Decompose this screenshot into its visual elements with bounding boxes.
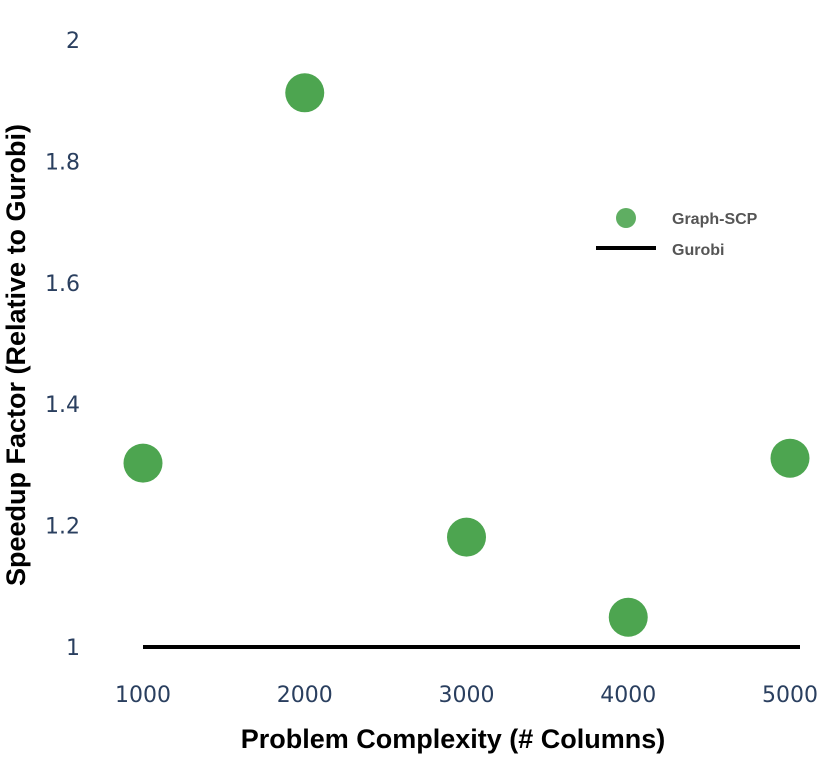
graph-scp-point [285, 73, 325, 113]
x-tick-label: 4000 [600, 683, 656, 708]
y-axis-title: Speedup Factor (Relative to Gurobi) [1, 124, 31, 586]
x-tick-label: 5000 [762, 683, 818, 708]
graph-scp-point [608, 597, 648, 637]
y-tick-label: 1.4 [45, 393, 80, 418]
y-tick-label: 1.6 [45, 272, 80, 297]
y-tick-label: 1.8 [45, 150, 80, 175]
x-tick-label: 2000 [277, 683, 333, 708]
x-axis-title: Problem Complexity (# Columns) [241, 724, 666, 754]
legend-label-gurobi: Gurobi [672, 242, 724, 259]
x-tick-label: 3000 [439, 683, 495, 708]
legend-label-graph-scp: Graph-SCP [672, 211, 758, 228]
graph-scp-point [447, 517, 486, 557]
y-tick-label: 1 [66, 636, 80, 661]
legend-marker-graph-scp [616, 208, 636, 228]
graph-scp-points [123, 73, 810, 637]
graph-scp-point [770, 438, 810, 478]
legend: Graph-SCP Gurobi [596, 208, 758, 259]
y-tick-label: 1.2 [45, 515, 80, 540]
graph-scp-point [123, 443, 163, 483]
x-tick-label: 1000 [115, 683, 171, 708]
y-tick-label: 2 [66, 29, 80, 54]
